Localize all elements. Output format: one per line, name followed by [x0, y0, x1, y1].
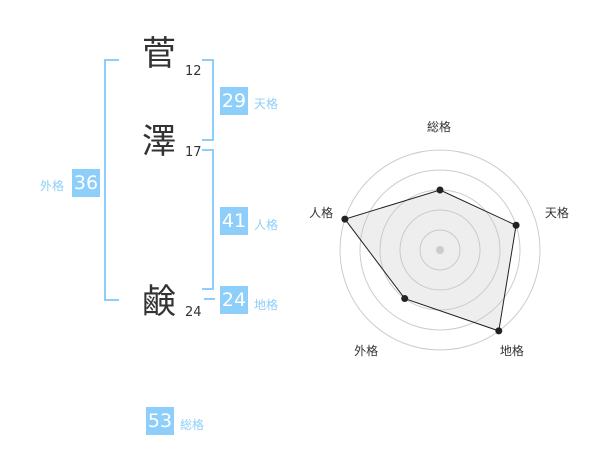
stroke-count-3: 24: [185, 305, 202, 320]
radar-axis-label: 天格: [544, 205, 569, 220]
jinkaku-value: 41: [220, 207, 248, 235]
tenkaku-label: 天格: [254, 97, 279, 111]
chikaku-value: 24: [220, 286, 248, 314]
name-char-3: 鹸: [142, 282, 176, 322]
radar-area: [344, 189, 517, 332]
gaikaku-value: 36: [72, 169, 100, 197]
gaikaku-label: 外格: [40, 179, 65, 193]
stroke-count-1: 12: [185, 64, 202, 79]
radar-point: [401, 295, 409, 303]
radar-axis-label: 外格: [354, 344, 379, 359]
name-char-2: 澤: [142, 122, 176, 162]
radar-axis-label: 総格: [427, 120, 452, 134]
radar-grid-ring: [359, 169, 521, 331]
radar-axis-label: 地格: [499, 344, 524, 359]
radar-point: [512, 221, 520, 229]
chikaku-label: 地格: [254, 298, 279, 312]
soukaku-label: 総格: [180, 418, 205, 432]
radar-center: [436, 246, 444, 254]
radar-axis-label: 人格: [309, 205, 334, 220]
soukaku-value: 53: [146, 407, 174, 435]
tenkaku-value: 29: [220, 87, 248, 115]
radar-grid-ring: [339, 149, 541, 351]
name-char-1: 菅: [142, 34, 176, 74]
chikaku-connector: [204, 298, 215, 300]
radar-grid-ring: [399, 209, 481, 291]
jinkaku-label: 人格: [254, 218, 279, 232]
jinkaku-bracket: [202, 149, 214, 290]
radar-point: [495, 327, 503, 335]
radar-point: [341, 215, 349, 223]
radar-point: [436, 186, 444, 194]
stroke-count-2: 17: [185, 145, 202, 160]
radar-grid-ring: [419, 229, 461, 271]
gaikaku-bracket: [104, 59, 119, 301]
tenkaku-bracket: [202, 59, 214, 141]
